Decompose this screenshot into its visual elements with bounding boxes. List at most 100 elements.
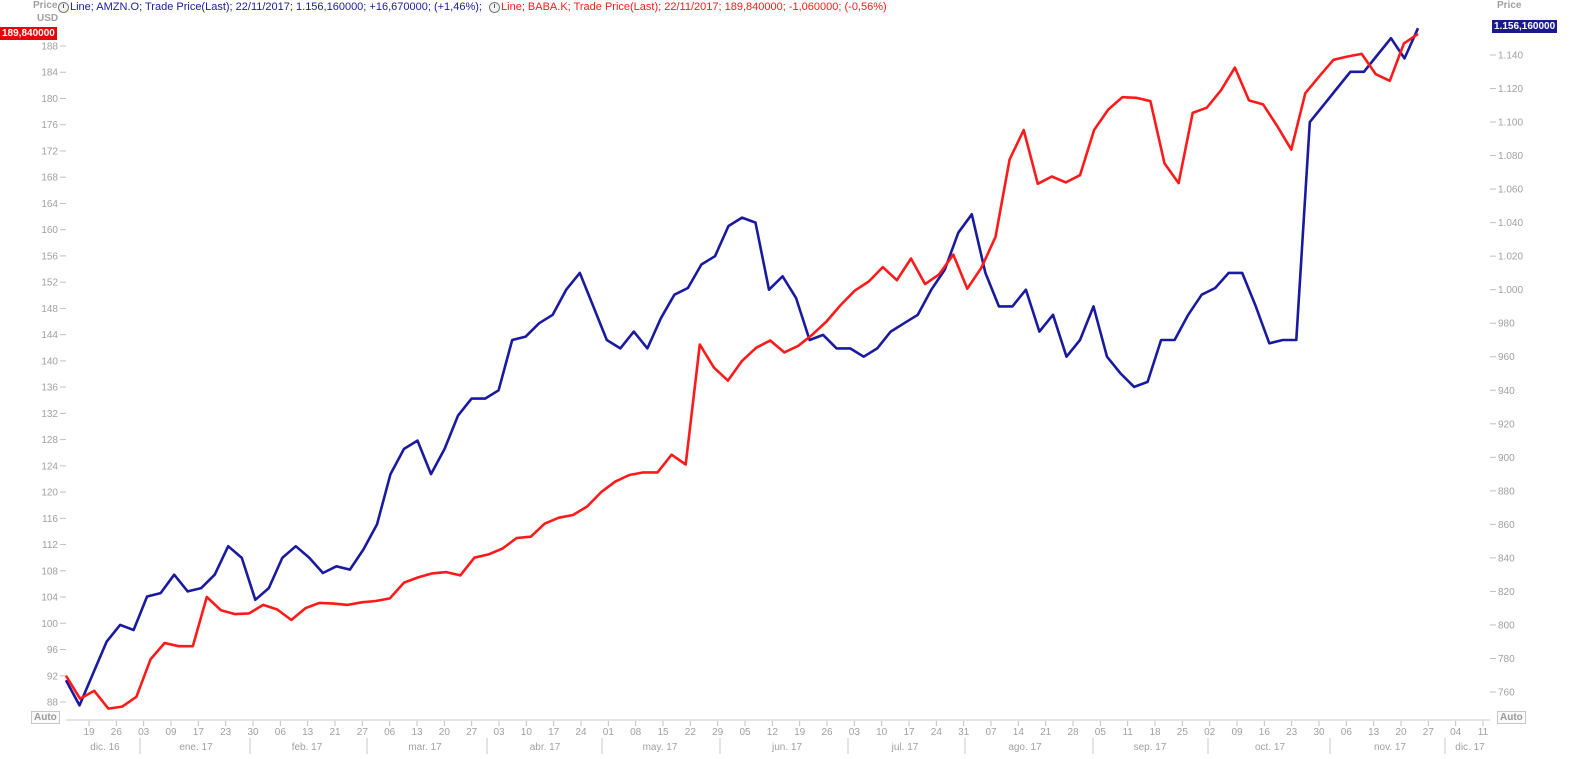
- x-month-label: sep. 17: [1134, 742, 1167, 753]
- left-tick-label: 88: [47, 698, 59, 709]
- x-month-label: abr. 17: [530, 742, 561, 753]
- left-tick-label: 164: [41, 199, 58, 210]
- left-tick-label: 156: [41, 251, 58, 262]
- x-day-label: 16: [1259, 727, 1271, 738]
- right-tick-label: 1.120: [1498, 84, 1523, 95]
- chart-legend: Line; AMZN.O; Trade Price(Last); 22/11/2…: [58, 1, 891, 16]
- x-day-label: 10: [521, 727, 533, 738]
- x-month-label: jul. 17: [891, 742, 919, 753]
- x-day-label: 15: [657, 727, 669, 738]
- left-tick-label: 92: [47, 671, 59, 682]
- left-tick-label: 120: [41, 488, 58, 499]
- left-tick-label: 100: [41, 619, 58, 630]
- x-day-label: 06: [275, 727, 287, 738]
- x-day-label: 13: [411, 727, 423, 738]
- x-day-label: 11: [1122, 727, 1133, 738]
- series-line-amzn-o: [64, 27, 1420, 707]
- x-day-label: 07: [985, 727, 997, 738]
- right-tick-label: 900: [1498, 453, 1515, 464]
- x-day-label: 02: [1204, 727, 1216, 738]
- x-day-label: 05: [739, 727, 751, 738]
- x-day-label: 08: [630, 727, 642, 738]
- left-axis: 88 92 96 100 104 108 112 116 120 124 128 132 136 140 1…: [41, 42, 66, 709]
- x-day-label: 19: [794, 727, 806, 738]
- left-tick-label: 96: [47, 645, 59, 656]
- x-day-label: 21: [1040, 727, 1052, 738]
- clock-icon: [489, 1, 501, 13]
- x-day-label: 30: [247, 727, 259, 738]
- x-month-label: dic. 16: [90, 742, 120, 753]
- left-tick-label: 128: [41, 435, 58, 446]
- left-tick-label: 136: [41, 383, 58, 394]
- right-tick-label: 880: [1498, 486, 1515, 497]
- right-tick-label: 1.000: [1498, 285, 1523, 296]
- x-day-label: 25: [1177, 727, 1189, 738]
- x-day-label: 09: [165, 727, 177, 738]
- x-day-label: 04: [1450, 727, 1462, 738]
- x-day-label: 09: [1231, 727, 1243, 738]
- series-line-baba-k: [64, 32, 1419, 710]
- x-month-label: feb. 17: [292, 742, 323, 753]
- x-month-label: ago. 17: [1008, 742, 1042, 753]
- right-tick-label: 980: [1498, 319, 1515, 330]
- x-month-label: dic. 17: [1455, 742, 1485, 753]
- x-month-label: oct. 17: [1255, 742, 1285, 753]
- legend-item-baba[interactable]: Line; BABA.K; Trade Price(Last); 22/11/2…: [489, 1, 887, 13]
- x-day-label: 13: [1368, 727, 1380, 738]
- x-day-label: 24: [575, 727, 587, 738]
- left-tick-label: 172: [41, 146, 58, 157]
- left-auto-scale-button[interactable]: Auto: [31, 711, 60, 724]
- x-day-label: 20: [439, 727, 451, 738]
- x-day-label: 21: [329, 727, 341, 738]
- x-day-label: 13: [302, 727, 314, 738]
- x-day-label: 31: [958, 727, 970, 738]
- right-tick-label: 860: [1498, 520, 1515, 531]
- x-day-label: 01: [603, 727, 615, 738]
- x-day-label: 03: [849, 727, 861, 738]
- left-tick-label: 116: [42, 514, 58, 525]
- x-day-label: 17: [193, 727, 205, 738]
- x-day-label: 06: [1341, 727, 1353, 738]
- right-last-value-badge: 1.156,160000: [1492, 20, 1558, 33]
- legend-item-amzn[interactable]: Line; AMZN.O; Trade Price(Last); 22/11/2…: [58, 1, 482, 13]
- x-day-label: 29: [712, 727, 724, 738]
- x-day-label: 03: [138, 727, 150, 738]
- right-tick-label: 960: [1498, 352, 1515, 363]
- right-tick-label: 820: [1498, 587, 1515, 598]
- x-month-label: mar. 17: [408, 742, 442, 753]
- x-day-label: 03: [493, 727, 505, 738]
- x-day-label: 27: [1423, 727, 1435, 738]
- x-day-label: 12: [767, 727, 779, 738]
- x-day-label: 28: [1067, 727, 1079, 738]
- x-day-label: 23: [220, 727, 232, 738]
- clock-icon: [58, 1, 69, 13]
- x-day-label: 27: [466, 727, 478, 738]
- left-tick-label: 144: [41, 330, 58, 341]
- left-tick-label: 160: [41, 225, 58, 236]
- x-month-label: jun. 17: [771, 742, 802, 753]
- legend-baba-text: Line; BABA.K; Trade Price(Last); 22/11/2…: [501, 1, 887, 13]
- left-axis-title: Price: [33, 0, 58, 11]
- right-auto-scale-button[interactable]: Auto: [1497, 711, 1526, 724]
- right-tick-label: 1.040: [1498, 218, 1523, 229]
- left-tick-label: 104: [41, 593, 58, 604]
- right-tick-label: 1.100: [1498, 118, 1523, 129]
- right-tick-label: 920: [1498, 419, 1515, 430]
- x-month-label: nov. 17: [1374, 742, 1406, 753]
- right-axis-title: Price: [1497, 0, 1522, 11]
- right-tick-label: 1.020: [1498, 252, 1523, 263]
- left-tick-label: 124: [41, 461, 58, 472]
- right-tick-label: 940: [1498, 386, 1515, 397]
- x-day-label: 26: [111, 727, 123, 738]
- x-day-label: 18: [1149, 727, 1161, 738]
- x-day-label: 06: [384, 727, 396, 738]
- x-month-label: may. 17: [643, 742, 678, 753]
- x-day-label: 22: [685, 727, 697, 738]
- right-tick-label: 1.080: [1498, 151, 1523, 162]
- left-tick-label: 140: [41, 356, 58, 367]
- x-day-label: 14: [1013, 727, 1025, 738]
- left-tick-label: 176: [41, 120, 58, 131]
- left-last-value-badge: 189,840000: [0, 27, 57, 40]
- left-tick-label: 168: [41, 173, 58, 184]
